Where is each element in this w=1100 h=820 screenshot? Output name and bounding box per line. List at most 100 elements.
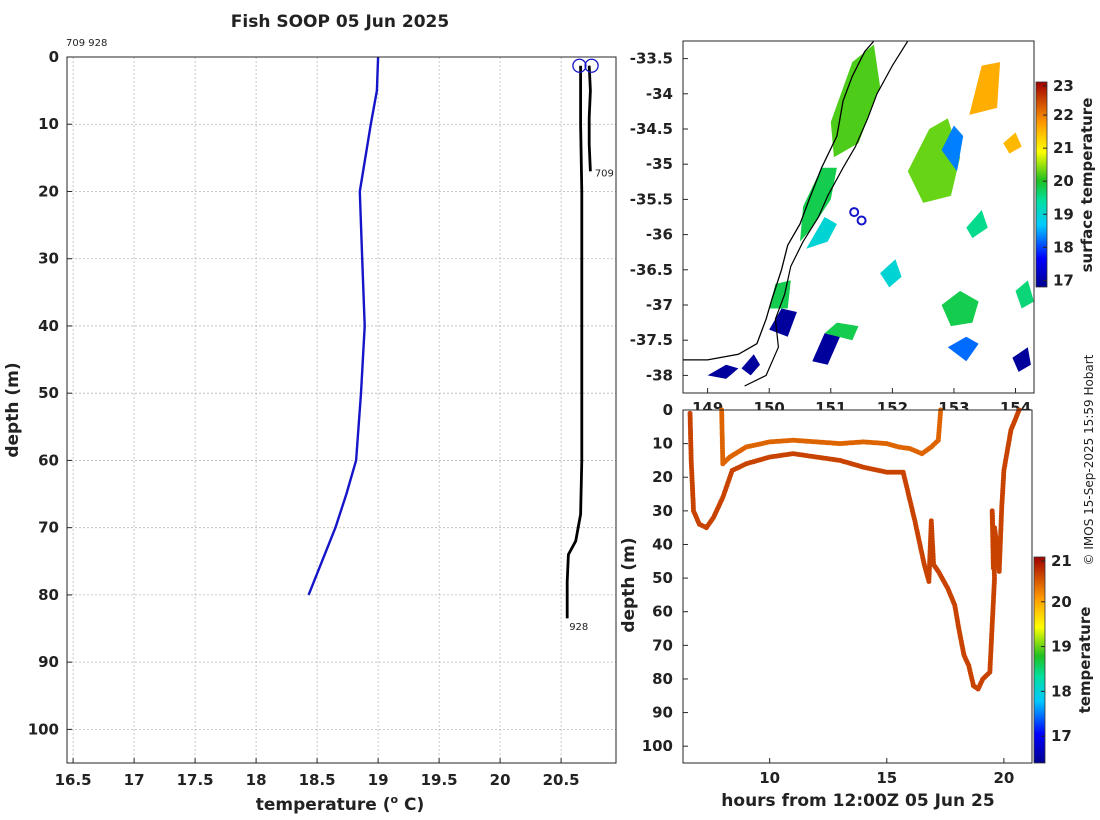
timeseries-colorbar-tick-label: 18 (1051, 682, 1072, 700)
profile-grid (67, 56, 616, 763)
map-y-tick-label: -37 (646, 296, 673, 314)
profile-id-label: 709 928 (66, 38, 107, 49)
map-colorbar-tick-label: 17 (1053, 271, 1074, 289)
map-panel: 149 150 151 152 153 154 -33.5-34-34.5-35-35.5… (630, 40, 1096, 417)
timeseries-colorbar-ticks: 17 18 19 20 21 (1041, 552, 1072, 745)
profile-x-tick-label: 19.5 (421, 771, 458, 789)
timeseries-y-tick-label: 100 (642, 737, 673, 755)
profile-y-ticks: 0 10 20 30 40 50 60 70 80 90 100 (28, 48, 72, 738)
timeseries-y-label: depth (m) (619, 537, 639, 632)
profile-y-tick-label: 100 (28, 720, 59, 738)
map-sst-patch (1015, 280, 1034, 309)
profile-x-tick-label: 16.5 (55, 771, 92, 789)
map-sst-patch (800, 167, 837, 242)
map-sst-patch (812, 333, 840, 365)
profile-y-tick-label: 70 (38, 519, 59, 537)
figure-title: Fish SOOP 05 Jun 2025 (231, 12, 449, 32)
map-colorbar-tick-label: 22 (1053, 106, 1074, 124)
map-colorbar-tick-label: 19 (1053, 205, 1074, 223)
timeseries-x-tick-label: 15 (876, 769, 897, 787)
timeseries-y-tick-label: 20 (652, 468, 673, 486)
map-track-marker (856, 215, 867, 226)
profile-series-line-climatology (307, 56, 380, 596)
profile-series-line-709 (587, 65, 592, 172)
map-sst-patch (941, 125, 964, 172)
map-sst-patch (969, 62, 1001, 115)
map-track-marker (849, 207, 860, 218)
map-sst-patch (824, 322, 859, 341)
profile-y-tick-label: 80 (38, 586, 59, 604)
map-colorbar-tick-label: 23 (1053, 77, 1074, 95)
timeseries-y-tick-label: 70 (652, 636, 673, 654)
map-sst-patch (741, 354, 760, 376)
profile-start-markers (572, 58, 599, 73)
profile-end-label: 928 (569, 622, 588, 633)
map-colorbar (1035, 81, 1048, 288)
profile-end-labels: 709 928 (569, 168, 614, 633)
timeseries-colorbar-tick-label: 19 (1051, 638, 1072, 656)
map-y-tick-label: -35.5 (630, 190, 673, 208)
timeseries-colorbar (1033, 556, 1046, 764)
profile-y-tick-label: 40 (38, 317, 59, 335)
profile-x-tick-label: 19 (368, 771, 389, 789)
profile-series (307, 56, 592, 619)
profile-x-ticks: 16.5 17 17.5 18 18.5 19 19.5 20 20.5 (55, 758, 580, 789)
map-coastline (683, 41, 875, 361)
map-track (849, 207, 867, 226)
profile-y-tick-label: 20 (38, 182, 59, 200)
timeseries-colorbar-label: temperature (1076, 607, 1094, 714)
map-sst-patch (769, 280, 791, 309)
map-sst-patch (947, 336, 979, 362)
timeseries-colorbar-tick-label: 21 (1051, 552, 1072, 570)
map-sst-patch (966, 210, 988, 239)
timeseries-y-tick-label: 60 (652, 603, 673, 621)
timeseries-x-tick-label: 10 (759, 769, 780, 787)
map-sst-patch (830, 44, 881, 158)
map-sst-patch (941, 290, 979, 327)
timeseries-y-tick-label: 10 (652, 435, 673, 453)
profile-y-tick-label: 30 (38, 250, 59, 268)
profile-x-tick-label: 20 (490, 771, 511, 789)
map-y-tick-label: -35 (646, 155, 673, 173)
profile-x-tick-label: 18 (246, 771, 267, 789)
map-y-tick-label: -34.5 (630, 120, 673, 138)
profile-y-tick-label: 0 (49, 48, 59, 66)
profile-y-tick-label: 60 (38, 451, 59, 469)
map-sst-patches (707, 44, 1034, 379)
map-sst-patch (806, 217, 837, 249)
timeseries-x-label: hours from 12:00Z 05 Jun 25 (721, 791, 994, 811)
map-y-tick-label: -36.5 (630, 261, 673, 279)
profile-x-tick-label: 18.5 (299, 771, 336, 789)
map-colorbar-tick-label: 21 (1053, 139, 1074, 157)
profile-panel: 16.5 17 17.5 18 18.5 19 19.5 20 20.5 0 10 20 30 40 50… (3, 38, 617, 815)
map-frame (682, 40, 1035, 394)
map-colorbar-ticks: 17 18 19 20 21 22 23 (1043, 77, 1074, 289)
profile-x-tick-label: 17.5 (177, 771, 214, 789)
profile-y-tick-label: 90 (38, 653, 59, 671)
map-shelf-contour (744, 41, 909, 387)
timeseries-y-tick-label: 30 (652, 502, 673, 520)
profile-x-label: temperature (o C) (256, 793, 425, 815)
map-sst-patch (707, 364, 739, 379)
profile-start-marker (584, 58, 599, 73)
timeseries-points (687, 407, 1022, 692)
timeseries-y-tick-label: 80 (652, 670, 673, 688)
timeseries-colorbar-tick-label: 20 (1051, 593, 1072, 611)
credit-text: © IMOS 15-Sep-2025 15:59 Hobart (1082, 354, 1096, 565)
timeseries-y-tick-label: 90 (652, 704, 673, 722)
profile-x-tick-label: 20.5 (543, 771, 580, 789)
profile-x-tick-label: 17 (124, 771, 145, 789)
timeseries-y-tick-label: 50 (652, 569, 673, 587)
profile-frame (66, 56, 617, 764)
profile-end-label: 709 (595, 168, 614, 179)
profile-y-label: depth (m) (3, 362, 23, 457)
timeseries-x-ticks: 10 15 20 (759, 758, 1014, 787)
timeseries-panel: 10 15 20 0 10 20 30 40 50 60 70 80 90 100 hours from… (619, 401, 1094, 811)
map-y-tick-label: -36 (646, 226, 673, 244)
map-colorbar-tick-label: 20 (1053, 172, 1074, 190)
timeseries-frame (682, 409, 1033, 764)
timeseries-background (683, 410, 1032, 763)
timeseries-x-tick-label: 20 (993, 769, 1014, 787)
map-sst-patch (1003, 132, 1022, 154)
